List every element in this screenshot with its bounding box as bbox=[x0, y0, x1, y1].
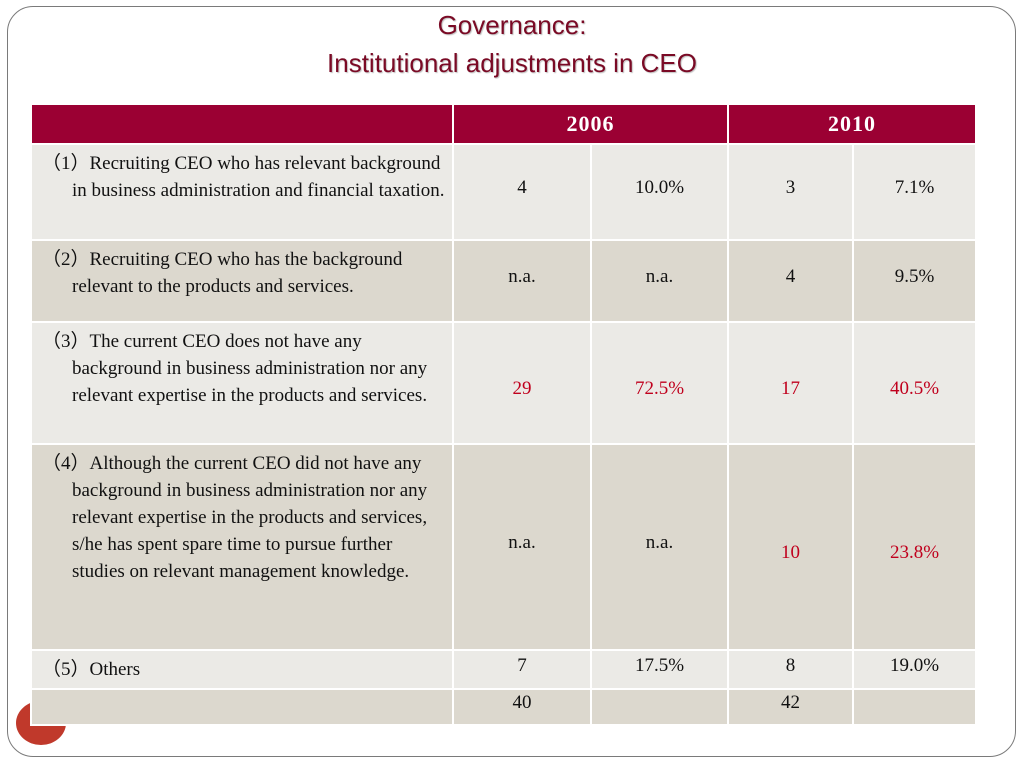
row-description: （1）Recruiting CEO who has relevant backg… bbox=[30, 143, 454, 241]
percent-2010: 9.5% bbox=[852, 239, 977, 323]
percent-2006: 10.0% bbox=[590, 143, 729, 241]
page-title: Governance: Institutional adjustments in… bbox=[0, 6, 1024, 82]
percent-2010 bbox=[852, 688, 977, 726]
title-line-2: Institutional adjustments in CEO bbox=[327, 48, 697, 78]
ceo-adjustments-table: 2006 2010 （1）Recruiting CEO who has rele… bbox=[30, 103, 977, 726]
percent-2010: 19.0% bbox=[852, 649, 977, 690]
table-row-total: 40 42 bbox=[30, 688, 977, 726]
row-description: （4）Although the current CEO did not have… bbox=[30, 443, 454, 651]
percent-2006: n.a. bbox=[590, 239, 729, 323]
row-description: （3）The current CEO does not have any bac… bbox=[30, 321, 454, 445]
count-2010: 8 bbox=[727, 649, 854, 690]
percent-2010: 23.8% bbox=[852, 443, 977, 651]
table-row: （1）Recruiting CEO who has relevant backg… bbox=[30, 143, 977, 241]
table-row: （2）Recruiting CEO who has the background… bbox=[30, 239, 977, 323]
count-2006: 7 bbox=[452, 649, 592, 690]
header-label-cell bbox=[30, 103, 454, 145]
slide-frame bbox=[7, 6, 1016, 757]
row-description: （2）Recruiting CEO who has the background… bbox=[30, 239, 454, 323]
title-line-1: Governance: bbox=[437, 10, 587, 40]
count-2006: 40 bbox=[452, 688, 592, 726]
count-2006: 29 bbox=[452, 321, 592, 445]
percent-2006: n.a. bbox=[590, 443, 729, 651]
percent-2010: 7.1% bbox=[852, 143, 977, 241]
row-description: （5）Others bbox=[30, 649, 454, 690]
percent-2006 bbox=[590, 688, 729, 726]
count-2010: 4 bbox=[727, 239, 854, 323]
table-row: （4）Although the current CEO did not have… bbox=[30, 443, 977, 651]
percent-2006: 72.5% bbox=[590, 321, 729, 445]
count-2010: 17 bbox=[727, 321, 854, 445]
percent-2010: 40.5% bbox=[852, 321, 977, 445]
table-header-row: 2006 2010 bbox=[30, 103, 977, 145]
header-year-2006: 2006 bbox=[452, 103, 729, 145]
row-description bbox=[30, 688, 454, 726]
percent-2006: 17.5% bbox=[590, 649, 729, 690]
table-row: （3）The current CEO does not have any bac… bbox=[30, 321, 977, 445]
count-2010: 3 bbox=[727, 143, 854, 241]
count-2010: 10 bbox=[727, 443, 854, 651]
table-row: （5）Others 7 17.5% 8 19.0% bbox=[30, 649, 977, 690]
header-year-2010: 2010 bbox=[727, 103, 977, 145]
count-2006: 4 bbox=[452, 143, 592, 241]
count-2006: n.a. bbox=[452, 443, 592, 651]
count-2010: 42 bbox=[727, 688, 854, 726]
count-2006: n.a. bbox=[452, 239, 592, 323]
